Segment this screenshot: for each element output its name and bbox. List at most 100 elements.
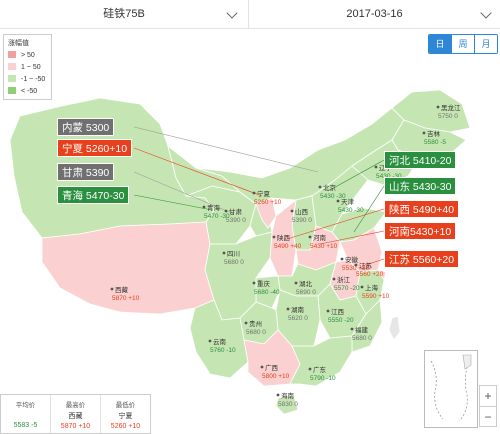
legend-item-label: -1 ~ -50 (21, 76, 46, 83)
province-price: 5680 -40 (254, 289, 280, 296)
callout-qinghai[interactable]: 青海 5470-30 (57, 186, 130, 204)
zoom-out-button[interactable]: − (480, 406, 496, 427)
province-name[interactable]: 江苏 (359, 261, 373, 270)
province-marker (318, 185, 322, 189)
callout-henan[interactable]: 河南5430+10 (384, 222, 457, 240)
province-name[interactable]: 宁夏 (257, 189, 271, 198)
summary-lowest-label: 最低价 (115, 402, 136, 409)
summary-lowest-value: 宁夏 (118, 413, 133, 420)
province-price: 5530 +30 (342, 265, 370, 272)
summary-average-delta: 5583 -5 (13, 422, 38, 429)
summary-highest: 最高价 西藏 5870 +10 (50, 395, 100, 433)
province-name[interactable]: 四川 (227, 250, 240, 258)
province-name[interactable]: 安徽 (345, 255, 359, 264)
legend-item: > 50 (8, 51, 35, 60)
province-ningxia (255, 197, 277, 229)
province-marker (332, 277, 336, 281)
province-name[interactable]: 重庆 (257, 279, 271, 288)
province-price: 5830 0 (278, 401, 298, 408)
province-price: 5580 -5 (424, 139, 446, 146)
province-name[interactable]: 天津 (341, 198, 355, 206)
province-name[interactable]: 江西 (331, 308, 345, 316)
province-name[interactable]: 海南 (281, 391, 295, 400)
province-name[interactable]: 山西 (295, 207, 309, 216)
province-marker (260, 365, 264, 369)
province-price: 5550 -20 (328, 317, 354, 324)
province-marker (224, 209, 228, 213)
province-marker (208, 339, 212, 343)
province-name[interactable]: 浙江 (337, 275, 351, 284)
legend-item: -1 ~ -50 (8, 75, 45, 84)
legend-swatch (8, 87, 16, 94)
province-marker (326, 309, 330, 313)
province-price: 5680 0 (246, 329, 266, 336)
province-name[interactable]: 西藏 (115, 285, 129, 294)
callout-jiangsu[interactable]: 江苏 5560+20 (384, 250, 460, 268)
legend-swatch (8, 75, 16, 82)
callout-shaanxi[interactable]: 陕西 5490+40 (384, 200, 460, 218)
summary-average: 平均价 5583 -5 (1, 395, 50, 433)
province-price: 5560 +20 (356, 271, 384, 278)
callout-hebei[interactable]: 河北 5410-20 (384, 151, 457, 169)
province-taiwan (388, 315, 401, 341)
province-price: 5620 0 (288, 315, 308, 322)
legend-swatch (8, 51, 16, 58)
province-price: 5470 -30 (204, 213, 230, 220)
tab-day[interactable]: 日 (429, 35, 451, 53)
callout-ningxia[interactable]: 宁夏 5260+10 (57, 139, 133, 157)
product-select[interactable]: 硅铁75B (0, 0, 249, 28)
province-guangdong (289, 335, 353, 387)
province-marker (276, 393, 280, 397)
callout-neimenggu[interactable]: 内蒙 5300 (57, 118, 115, 136)
callout-shandong[interactable]: 山东 5430-30 (384, 177, 457, 195)
province-marker (286, 307, 290, 311)
inset-map-icon (430, 354, 472, 422)
connector-line (319, 230, 385, 245)
date-select[interactable]: 2017-03-16 (249, 0, 500, 28)
callout-gansu[interactable]: 甘肃 5390 (57, 163, 115, 181)
legend: 涨幅值 > 50 1 ~ 50 -1 ~ -50 < -50 (3, 34, 52, 100)
connector-line (133, 171, 235, 215)
province-marker (222, 251, 226, 255)
province-price: 5390 0 (292, 217, 312, 224)
province-name[interactable]: 云南 (213, 337, 227, 346)
province-marker (360, 285, 364, 289)
province-price: 5690 0 (296, 289, 316, 296)
province-marker (290, 209, 294, 213)
province-name[interactable]: 吉林 (427, 129, 441, 138)
province-name[interactable]: 贵州 (249, 319, 262, 328)
province-name[interactable]: 广西 (265, 363, 279, 372)
summary-lowest-delta: 5260 +10 (110, 423, 141, 430)
province-price: 5760 -10 (210, 347, 236, 354)
province-marker (294, 281, 298, 285)
province-marker (350, 327, 354, 331)
province-marker (422, 131, 426, 135)
tab-month[interactable]: 月 (474, 35, 497, 53)
province-name[interactable]: 福建 (355, 325, 369, 334)
legend-item-label: > 50 (21, 52, 35, 59)
province-name[interactable]: 黑龙江 (441, 103, 461, 112)
tab-week[interactable]: 周 (451, 35, 474, 53)
province-name[interactable]: 广东 (313, 365, 327, 374)
province-name[interactable]: 湖南 (291, 305, 305, 314)
date-select-value: 2017-03-16 (346, 8, 403, 20)
zoom-in-button[interactable]: + (484, 389, 492, 403)
province-name[interactable]: 甘肃 (229, 207, 243, 216)
province-name[interactable]: 河南 (313, 233, 327, 242)
top-bar: 硅铁75B 2017-03-16 (0, 0, 500, 29)
province-price: 5430 -30 (320, 193, 346, 200)
connector-line (133, 126, 319, 173)
province-name[interactable]: 陕西 (277, 233, 291, 242)
province-price: 5430 +10 (310, 243, 338, 250)
province-marker (374, 165, 378, 169)
province-price: 5390 0 (226, 217, 246, 224)
summary-average-value (1, 411, 50, 420)
province-name[interactable]: 北京 (323, 183, 337, 192)
connector-line (329, 159, 385, 191)
province-name[interactable]: 上海 (365, 283, 379, 292)
province-name[interactable]: 湖北 (299, 279, 313, 288)
province-name[interactable]: 青海 (207, 203, 221, 212)
province-price: 5570 -20 (334, 285, 360, 292)
zoom-control: + − (479, 385, 497, 427)
province-price: 5680 0 (224, 259, 244, 266)
